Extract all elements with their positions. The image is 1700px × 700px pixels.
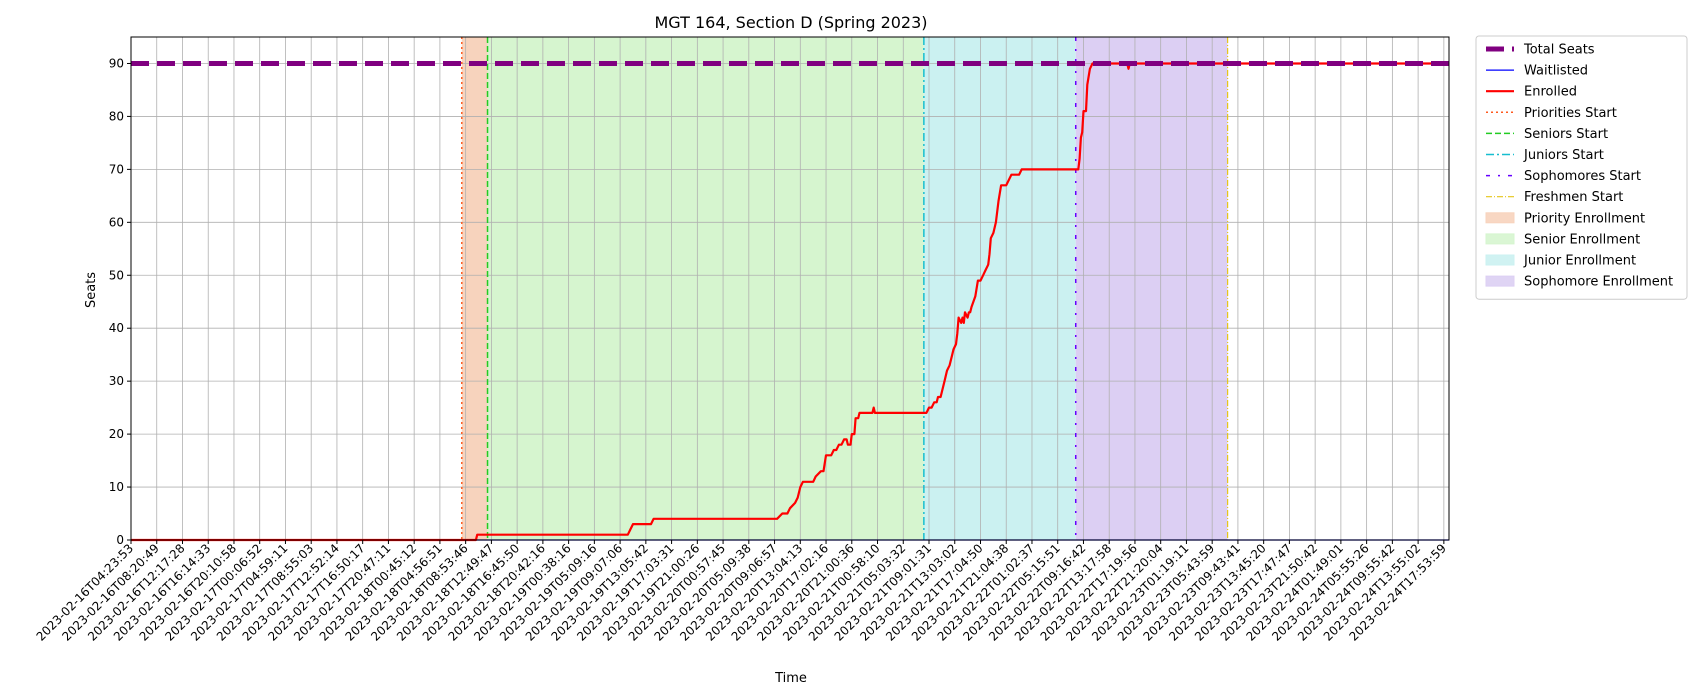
phase-region-3: [1075, 37, 1228, 540]
plot-frame: [130, 36, 1450, 541]
legend-label-11: Sophomore Enrollment: [1524, 275, 1673, 290]
legend-label-10: Junior Enrollment: [1523, 254, 1636, 269]
y-axis-label: Seats: [84, 272, 99, 308]
legend-label-2: Enrolled: [1524, 85, 1577, 100]
y-tick-label: 80: [109, 109, 124, 123]
legend-label-0: Total Seats: [1523, 43, 1595, 58]
y-tick-label: 30: [109, 374, 124, 388]
series-line-2: [131, 62, 1449, 542]
phase-region-1: [487, 37, 924, 540]
legend-label-3: Priorities Start: [1524, 106, 1617, 121]
y-tick-label: 70: [109, 162, 124, 176]
y-tick-label: 90: [109, 56, 124, 70]
plot-area: [130, 36, 1450, 542]
legend-label-4: Seniors Start: [1524, 127, 1608, 142]
phase-regions: [461, 37, 1228, 540]
legend-swatch-10: [1485, 254, 1515, 266]
y-tick-label: 10: [109, 480, 124, 494]
x-axis-label: Time: [774, 671, 807, 686]
y-tick-label: 20: [109, 427, 124, 441]
y-tick-label: 50: [109, 268, 124, 282]
chart-title: MGT 164, Section D (Spring 2023): [654, 13, 927, 32]
legend-label-1: Waitlisted: [1524, 64, 1588, 79]
phase-lines: [461, 37, 1229, 540]
y-tick-label: 40: [109, 321, 124, 335]
y-axis: 0 10 20 30 40 50 60 70 80 90: [109, 56, 131, 547]
legend-swatch-8: [1485, 212, 1515, 224]
grid: [130, 37, 1449, 541]
legend-swatch-9: [1485, 233, 1515, 245]
legend-label-7: Freshmen Start: [1524, 190, 1623, 205]
y-tick-label: 0: [116, 533, 124, 547]
x-axis: 2023-02-16T04:23:532023-02-16T08:20:4920…: [34, 540, 1449, 644]
legend-label-9: Senior Enrollment: [1524, 232, 1640, 247]
phase-region-2: [923, 37, 1076, 540]
legend-frame: [1475, 35, 1688, 300]
legend-label-5: Juniors Start: [1523, 148, 1604, 163]
legend: Total Seats Waitlisted Enrolled Priorities …: [1475, 35, 1688, 300]
phase-region-0: [461, 37, 488, 540]
y-tick-label: 60: [109, 215, 124, 229]
legend-swatch-11: [1485, 275, 1515, 287]
legend-label-8: Priority Enrollment: [1524, 211, 1645, 226]
legend-label-6: Sophomores Start: [1524, 169, 1641, 184]
